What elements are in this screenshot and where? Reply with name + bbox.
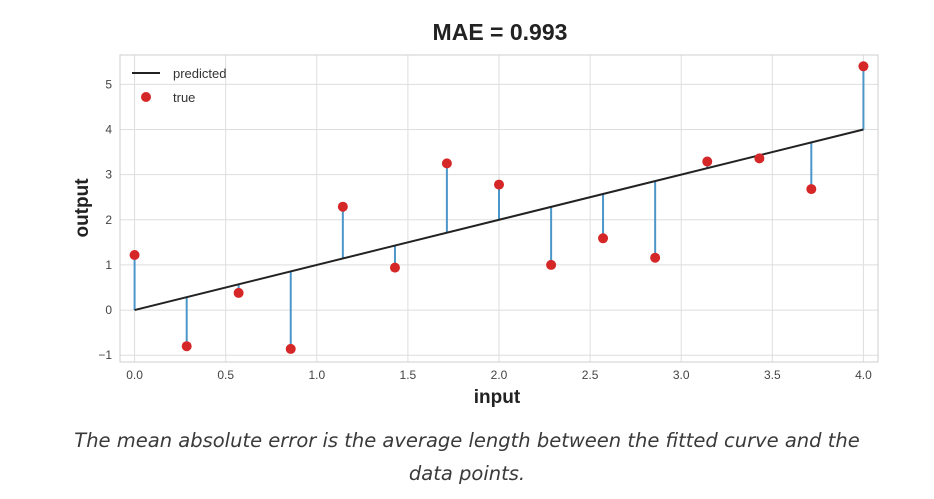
x-tick-label: 2.0 (491, 368, 508, 382)
true-point (494, 179, 504, 190)
true-point (285, 343, 296, 354)
true-point (129, 250, 140, 261)
legend-true-label: true (173, 90, 195, 105)
x-tick-label: 4.0 (855, 368, 872, 382)
x-tick-label: 0.0 (126, 368, 143, 382)
predicted-line (134, 128, 864, 312)
y-tick-label: 3 (105, 168, 112, 182)
y-tick-label: 4 (105, 122, 112, 136)
y-tick-label: −1 (98, 348, 112, 362)
true-point (181, 341, 192, 352)
mae-chart: MAE = 0.993 0.0 0.5 1.0 1.5 2.0 2.5 3.0 3.5 4.0 −… (72, 19, 879, 408)
legend-true-marker (141, 92, 151, 102)
y-axis-label: output (72, 178, 93, 238)
true-point (546, 259, 557, 270)
x-tick-label: 0.5 (217, 368, 234, 382)
true-point (650, 252, 661, 263)
x-axis-label: input (474, 387, 521, 408)
true-point (754, 153, 765, 164)
true-point (598, 233, 609, 244)
y-tick-label: 1 (105, 258, 112, 272)
chart-title: MAE = 0.993 (433, 19, 568, 45)
true-point (337, 201, 348, 212)
figure-caption: The mean absolute error is the average l… (0, 424, 934, 490)
x-tick-label: 2.5 (582, 368, 599, 382)
x-tick-label: 1.5 (400, 368, 417, 382)
x-tick-label: 3.5 (764, 368, 781, 382)
caption-line-2: data points. (408, 462, 526, 485)
caption-line-1: The mean absolute error is the average l… (74, 429, 860, 452)
true-point (806, 184, 817, 195)
y-tick-label: 5 (105, 77, 112, 91)
y-tick-label: 0 (105, 303, 112, 317)
plot-frame (119, 54, 879, 363)
true-point (702, 156, 713, 167)
legend: predicted true (132, 66, 226, 105)
true-point (233, 287, 244, 298)
legend-predicted-label: predicted (173, 66, 226, 81)
x-tick-label: 1.0 (308, 368, 325, 382)
true-point (858, 61, 869, 72)
y-tick-label: 2 (105, 213, 112, 227)
true-point (389, 262, 400, 273)
true-point (441, 158, 452, 169)
x-tick-label: 3.0 (673, 368, 690, 382)
plot-area: 0.0 0.5 1.0 1.5 2.0 2.5 3.0 3.5 4.0 −1 0 1 2 3 4 5 (98, 54, 879, 382)
